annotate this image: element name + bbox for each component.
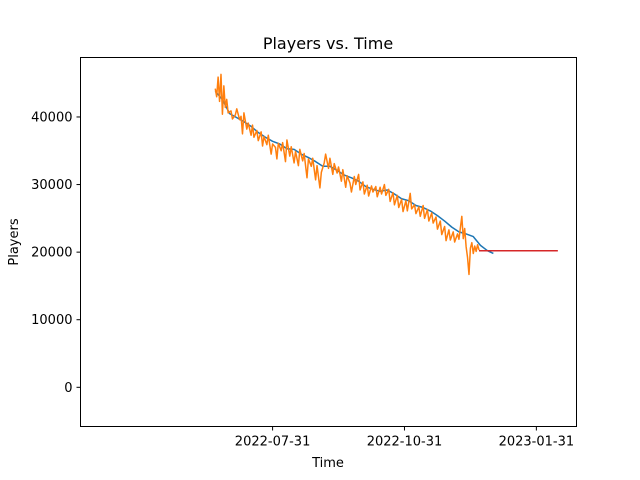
series-line-2 [214, 73, 480, 276]
x-axis-ticks: 2022-07-31 2022-10-31 2023-01-31 [235, 426, 575, 450]
y-axis-ticks: 0 10000 20000 30000 40000 [31, 110, 81, 396]
y-axis-label: Players [7, 218, 22, 265]
y-tick-label: 10000 [31, 313, 72, 328]
y-tick-label: 30000 [31, 178, 72, 193]
plot-marks [214, 73, 558, 276]
y-tick-label: 0 [64, 381, 72, 396]
x-tick-label: 2023-01-31 [499, 435, 575, 450]
y-tick-label: 20000 [31, 246, 72, 261]
x-tick-label: 2022-10-31 [367, 435, 443, 450]
plot-frame [80, 57, 577, 427]
chart-title: Players vs. Time [263, 34, 393, 53]
x-tick-label: 2022-07-31 [235, 435, 311, 450]
y-tick-label: 40000 [31, 110, 72, 125]
x-axis-label: Time [311, 456, 344, 471]
